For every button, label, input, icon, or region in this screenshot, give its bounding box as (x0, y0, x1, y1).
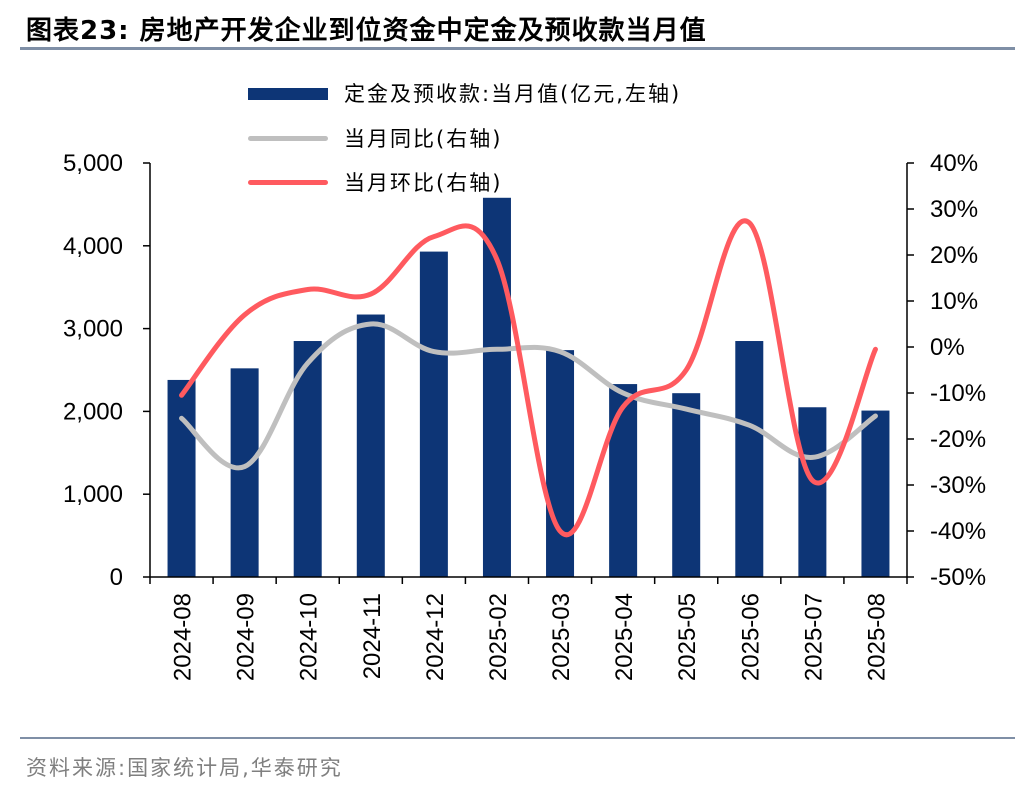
legend-swatch-bar (248, 88, 328, 100)
bar-2024-11 (356, 314, 385, 577)
footer-divider (20, 737, 1015, 739)
bar-2025-06 (735, 341, 764, 577)
legend-swatch-mom (248, 180, 328, 185)
legend-label-mom: 当月环比(右轴) (344, 171, 503, 195)
left-tick-label: 1,000 (63, 481, 123, 508)
bar-2024-12 (419, 251, 448, 577)
x-tick-label: 2024-11 (359, 593, 386, 679)
legend-item-bar: 定金及预收款:当月值(亿元,左轴) (248, 78, 848, 108)
right-tick-label: 0% (930, 334, 965, 361)
x-tick-label: 2025-03 (548, 593, 575, 681)
source-note: 资料来源:国家统计局,华泰研究 (26, 756, 343, 780)
bar-2025-03 (546, 350, 575, 577)
right-tick-label: -20% (930, 426, 986, 453)
left-tick-label: 5,000 (63, 150, 123, 177)
legend-label-yoy: 当月同比(右轴) (344, 127, 503, 151)
right-tick-label: -50% (930, 564, 986, 591)
right-tick-label: -30% (930, 472, 986, 499)
chart-title: 图表23: 房地产开发企业到位资金中定金及预收款当月值 (26, 16, 707, 46)
x-tick-label: 2025-02 (485, 593, 512, 681)
lines-layer (179, 218, 878, 537)
legend-label-bar: 定金及预收款:当月值(亿元,左轴) (344, 82, 682, 106)
right-tick-label: -10% (930, 380, 986, 407)
left-tick-label: 0 (110, 564, 123, 591)
right-tick-label: 10% (930, 288, 978, 315)
bar-2025-07 (798, 407, 827, 577)
bar-2025-08 (861, 410, 890, 577)
title-divider (20, 47, 1015, 50)
x-tick-label: 2025-07 (800, 593, 827, 681)
x-tick-label: 2025-08 (863, 593, 890, 681)
mom-line (179, 218, 878, 537)
right-tick-label: 30% (930, 196, 978, 223)
x-tick-label: 2024-12 (422, 593, 449, 681)
right-tick-label: 40% (930, 150, 978, 177)
axes-layer: 0 1,000 2,000 3,000 4,000 5,000 -50% -40% -30% -2… (63, 150, 986, 681)
bar-2025-05 (672, 393, 701, 577)
x-tick-label: 2024-08 (170, 593, 197, 681)
x-tick-label: 2025-06 (737, 593, 764, 681)
right-tick-label: -40% (930, 518, 986, 545)
legend-item-mom: 当月环比(右轴) (248, 167, 848, 197)
left-tick-label: 3,000 (63, 316, 123, 343)
x-tick-label: 2025-05 (674, 593, 701, 681)
bar-2024-08 (167, 379, 196, 577)
left-tick-label: 2,000 (63, 398, 123, 425)
legend-item-yoy: 当月同比(右轴) (248, 123, 848, 153)
bar-2025-04 (609, 384, 638, 577)
x-tick-label: 2024-09 (233, 593, 260, 681)
legend-swatch-yoy (248, 136, 328, 141)
right-tick-label: 20% (930, 242, 978, 269)
bars-layer (167, 197, 890, 577)
x-tick-label: 2024-10 (296, 593, 323, 681)
x-tick-label: 2025-04 (611, 593, 638, 681)
yoy-line (179, 321, 878, 471)
bar-2024-09 (230, 368, 259, 577)
left-tick-label: 4,000 (63, 233, 123, 260)
